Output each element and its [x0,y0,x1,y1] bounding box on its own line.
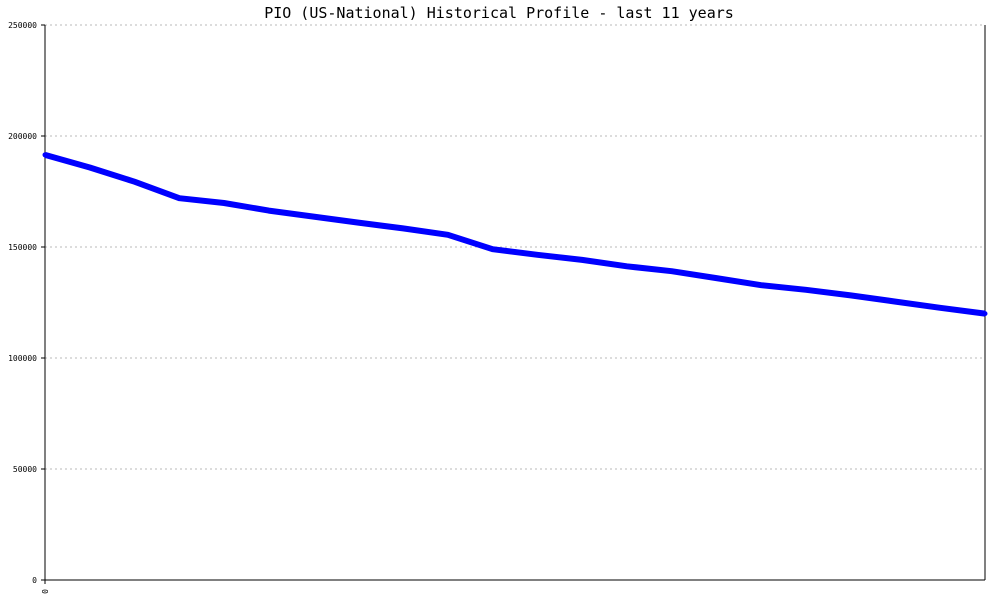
data-point [579,257,585,263]
data-point [355,220,361,226]
y-tick-label: 200000 [8,132,37,141]
axis-layer [41,25,986,581]
y-tick-label: 0 [32,576,37,585]
y-tick-label: 50000 [13,465,37,474]
tick-layer: 0 50000 100000 150000 200000 250000 0 [8,21,50,594]
data-point [624,263,630,269]
data-point [42,152,48,158]
series-layer [42,152,988,317]
data-point [490,246,496,252]
data-point [176,195,182,201]
y-tick-label: 100000 [8,354,37,363]
data-point [669,268,675,274]
x-tick-label: 0 [41,589,50,594]
data-point [221,200,227,206]
data-point [937,305,943,311]
grid-layer [45,24,985,470]
y-tick-label: 150000 [8,243,37,252]
chart-title: PIO (US-National) Historical Profile - l… [264,4,734,22]
data-point [132,179,138,185]
data-point [534,252,540,258]
series-line [44,152,986,317]
data-point [892,299,898,305]
data-point [87,165,93,171]
data-point [803,287,809,293]
data-point [848,292,854,298]
data-point [400,225,406,231]
y-tick-label: 250000 [8,21,37,30]
data-point [311,214,317,220]
data-point [982,311,988,317]
data-point [758,282,764,288]
data-point [713,275,719,281]
data-point [445,232,451,238]
data-point [266,208,272,214]
